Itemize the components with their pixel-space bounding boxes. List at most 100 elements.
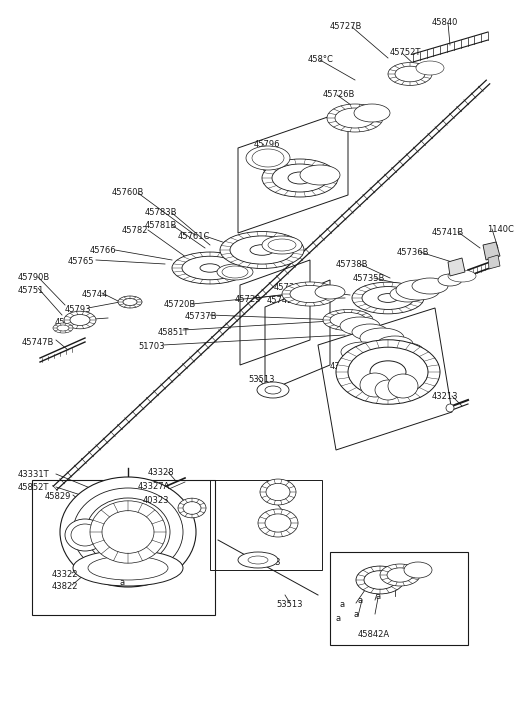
Text: 45742: 45742 xyxy=(267,296,293,305)
Ellipse shape xyxy=(60,477,196,587)
Text: a: a xyxy=(376,592,381,601)
Text: 45752T: 45752T xyxy=(390,48,422,57)
Ellipse shape xyxy=(178,498,206,518)
Ellipse shape xyxy=(448,270,476,282)
Text: 45737B: 45737B xyxy=(185,312,218,321)
Ellipse shape xyxy=(362,286,414,310)
Text: 43332: 43332 xyxy=(330,362,357,371)
Text: 45765: 45765 xyxy=(68,257,95,266)
Ellipse shape xyxy=(248,556,268,564)
Ellipse shape xyxy=(412,278,448,294)
Ellipse shape xyxy=(258,509,298,537)
Text: 43322: 43322 xyxy=(52,570,79,579)
Text: a: a xyxy=(336,614,341,623)
Text: 45796: 45796 xyxy=(254,140,280,149)
Text: 45840: 45840 xyxy=(432,18,458,27)
Text: 43328: 43328 xyxy=(148,468,175,477)
Text: 45793: 45793 xyxy=(65,305,91,314)
Ellipse shape xyxy=(354,104,390,122)
Text: a: a xyxy=(357,596,362,605)
Ellipse shape xyxy=(356,566,404,594)
Ellipse shape xyxy=(257,382,289,398)
Ellipse shape xyxy=(90,501,166,563)
Text: 53513: 53513 xyxy=(248,375,275,384)
Ellipse shape xyxy=(238,552,278,568)
Text: 45766: 45766 xyxy=(90,246,117,255)
Text: 45744: 45744 xyxy=(82,290,108,299)
Text: 45851T: 45851T xyxy=(158,328,190,337)
Text: 53513: 53513 xyxy=(254,558,280,567)
Ellipse shape xyxy=(323,310,373,331)
Ellipse shape xyxy=(300,165,340,185)
Ellipse shape xyxy=(360,328,404,348)
Text: 45B2': 45B2' xyxy=(333,110,357,119)
Ellipse shape xyxy=(64,311,96,329)
Ellipse shape xyxy=(352,282,424,314)
Ellipse shape xyxy=(378,294,398,302)
Ellipse shape xyxy=(260,479,296,505)
Ellipse shape xyxy=(315,285,345,299)
Ellipse shape xyxy=(70,315,90,326)
Ellipse shape xyxy=(250,245,274,255)
Ellipse shape xyxy=(375,380,401,400)
Text: 45727B: 45727B xyxy=(330,22,362,31)
Text: 45781B: 45781B xyxy=(145,221,177,230)
Text: 1140C: 1140C xyxy=(487,225,514,234)
Ellipse shape xyxy=(183,502,201,514)
Ellipse shape xyxy=(262,236,302,254)
Ellipse shape xyxy=(416,61,444,75)
Ellipse shape xyxy=(390,286,426,302)
Polygon shape xyxy=(488,255,500,269)
Ellipse shape xyxy=(252,149,284,167)
Text: 45829: 45829 xyxy=(356,350,382,359)
Text: 45735B: 45735B xyxy=(353,274,386,283)
Ellipse shape xyxy=(222,266,248,278)
Text: 40323: 40323 xyxy=(143,496,169,505)
Ellipse shape xyxy=(364,571,396,590)
Ellipse shape xyxy=(53,323,73,333)
Ellipse shape xyxy=(123,299,137,305)
Ellipse shape xyxy=(377,336,413,352)
Ellipse shape xyxy=(438,274,462,286)
Polygon shape xyxy=(448,258,465,276)
Circle shape xyxy=(446,404,454,412)
Text: a: a xyxy=(354,610,359,619)
Text: 45726B: 45726B xyxy=(323,90,355,99)
Ellipse shape xyxy=(391,343,423,357)
Text: 45842A: 45842A xyxy=(358,630,390,639)
Text: 43213: 43213 xyxy=(432,392,458,401)
Ellipse shape xyxy=(360,373,390,397)
Ellipse shape xyxy=(102,510,154,553)
Ellipse shape xyxy=(71,524,99,546)
Ellipse shape xyxy=(387,568,413,582)
Text: 45782: 45782 xyxy=(122,226,149,235)
Text: a: a xyxy=(340,600,345,609)
Ellipse shape xyxy=(388,63,432,86)
Text: 45747B: 45747B xyxy=(22,338,54,347)
Text: 43822: 43822 xyxy=(52,582,79,591)
Text: 45783B: 45783B xyxy=(145,208,177,217)
Ellipse shape xyxy=(217,264,253,280)
Text: 43331T: 43331T xyxy=(18,470,49,479)
Polygon shape xyxy=(483,242,500,260)
Text: 45729: 45729 xyxy=(235,295,261,304)
Ellipse shape xyxy=(265,386,281,394)
Ellipse shape xyxy=(395,66,425,82)
Ellipse shape xyxy=(100,510,156,554)
Text: 45852T: 45852T xyxy=(18,483,49,492)
Ellipse shape xyxy=(341,342,385,362)
Ellipse shape xyxy=(73,488,183,576)
Ellipse shape xyxy=(330,313,366,328)
Ellipse shape xyxy=(396,280,440,300)
Ellipse shape xyxy=(336,340,440,404)
Ellipse shape xyxy=(352,324,388,340)
Text: 45748: 45748 xyxy=(55,318,81,327)
Text: 45790B: 45790B xyxy=(18,273,50,282)
Text: 43327A: 43327A xyxy=(138,482,170,491)
Ellipse shape xyxy=(380,564,420,586)
Ellipse shape xyxy=(272,164,328,192)
Ellipse shape xyxy=(86,498,170,566)
Text: 45738B: 45738B xyxy=(274,283,306,292)
Ellipse shape xyxy=(288,172,312,184)
Text: 45751: 45751 xyxy=(18,286,45,295)
